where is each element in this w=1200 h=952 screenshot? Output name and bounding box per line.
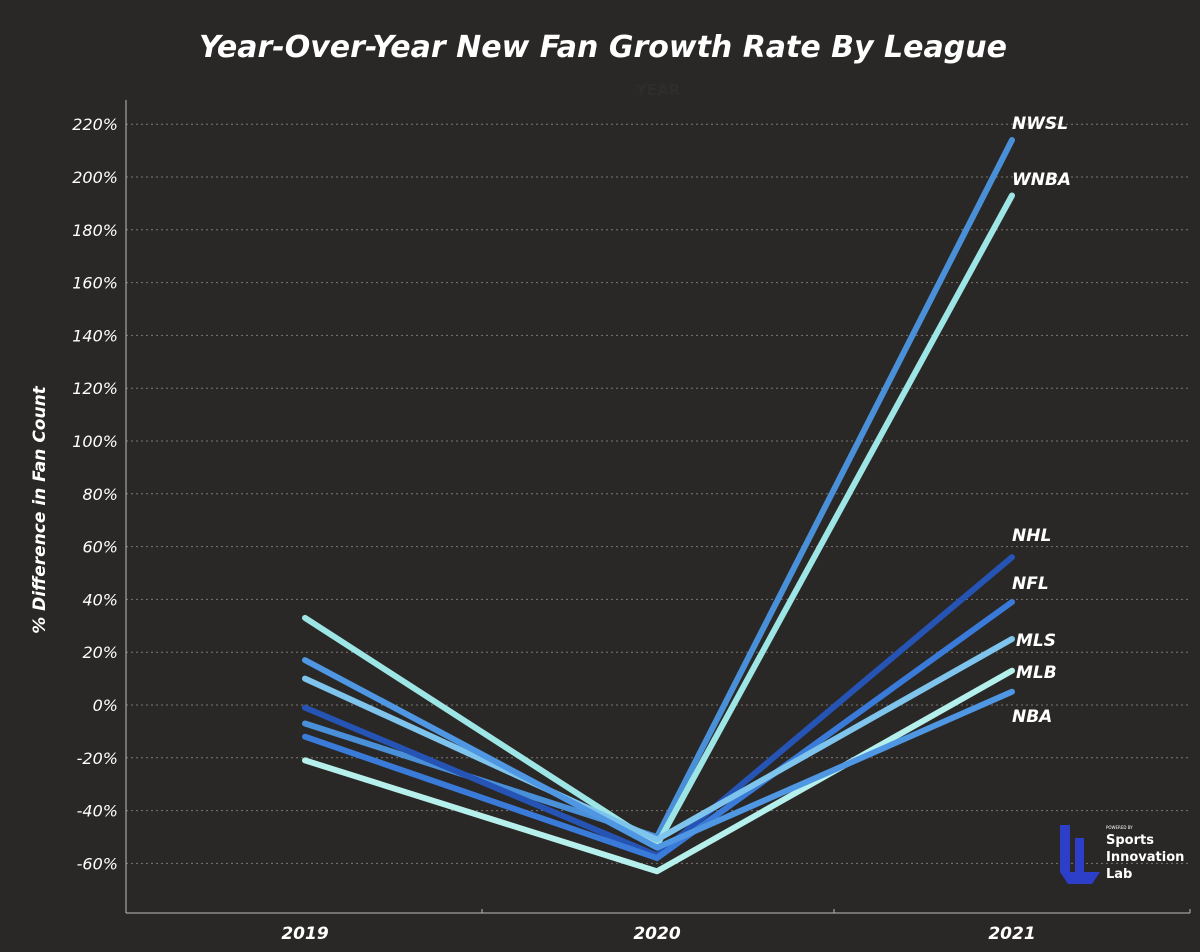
series-label-nhl: NHL bbox=[1012, 526, 1051, 546]
y-tick-label: 180% bbox=[72, 221, 118, 240]
x-tick-label: 2020 bbox=[633, 924, 680, 944]
y-tick-label: 0% bbox=[93, 696, 118, 715]
series-lines bbox=[302, 137, 1015, 875]
series-line-nfl bbox=[302, 599, 1015, 862]
lab-logo-icon bbox=[1060, 825, 1100, 884]
y-tick-label: -20% bbox=[77, 749, 118, 768]
x-tick-label: 2019 bbox=[281, 924, 328, 944]
y-tick-label: 60% bbox=[82, 538, 118, 557]
y-tick-label: 200% bbox=[72, 168, 118, 187]
logo-line-lab: Lab bbox=[1106, 867, 1132, 882]
y-axis-ticks: 220% 200% 180% 160% 140% 120% 100% 80% 60% 40% 20%… bbox=[72, 115, 118, 873]
series-label-wnba: WNBA bbox=[1012, 170, 1071, 190]
y-tick-label: 80% bbox=[82, 485, 118, 504]
logo-line-innovation: Innovation bbox=[1106, 850, 1184, 865]
y-tick-label: 140% bbox=[72, 326, 118, 345]
sports-innovation-lab-logo: POWERED BY Sports Innovation Lab bbox=[1060, 825, 1184, 884]
series-label-nwsl: NWSL bbox=[1012, 114, 1068, 134]
x-axis-ticks: 2019 2020 2021 bbox=[281, 924, 1035, 944]
series-label-mls: MLS bbox=[1016, 631, 1056, 651]
x-tick-label: 2021 bbox=[988, 924, 1035, 944]
series-line-wnba bbox=[302, 192, 1015, 848]
y-tick-label: 220% bbox=[72, 115, 118, 134]
series-label-nba: NBA bbox=[1012, 707, 1052, 727]
series-line-mlb bbox=[302, 667, 1015, 875]
chart-title: Year-Over-Year New Fan Growth Rate By Le… bbox=[199, 30, 1007, 65]
y-tick-label: -60% bbox=[77, 854, 118, 873]
series-line-nba bbox=[302, 657, 1015, 851]
grid-lines bbox=[126, 123, 1190, 864]
y-tick-label: 160% bbox=[72, 274, 118, 293]
series-line-mls bbox=[302, 636, 1015, 843]
y-tick-label: -40% bbox=[77, 802, 118, 821]
series-labels: NWSL WNBA NHL NFL MLS MLB NBA bbox=[1012, 114, 1071, 727]
y-tick-label: 120% bbox=[72, 379, 118, 398]
y-tick-label: 100% bbox=[72, 432, 118, 451]
y-tick-label: 40% bbox=[82, 590, 118, 609]
chart-subtitle: YEAR bbox=[635, 81, 681, 99]
logo-line-sports: Sports bbox=[1106, 833, 1154, 848]
series-label-nfl: NFL bbox=[1012, 574, 1049, 594]
axes bbox=[125, 100, 1191, 914]
logo-powered-by: POWERED BY bbox=[1106, 825, 1133, 830]
y-axis-label: % Difference in Fan Count bbox=[30, 385, 50, 633]
y-tick-label: 20% bbox=[82, 643, 118, 662]
series-label-mlb: MLB bbox=[1016, 663, 1057, 683]
